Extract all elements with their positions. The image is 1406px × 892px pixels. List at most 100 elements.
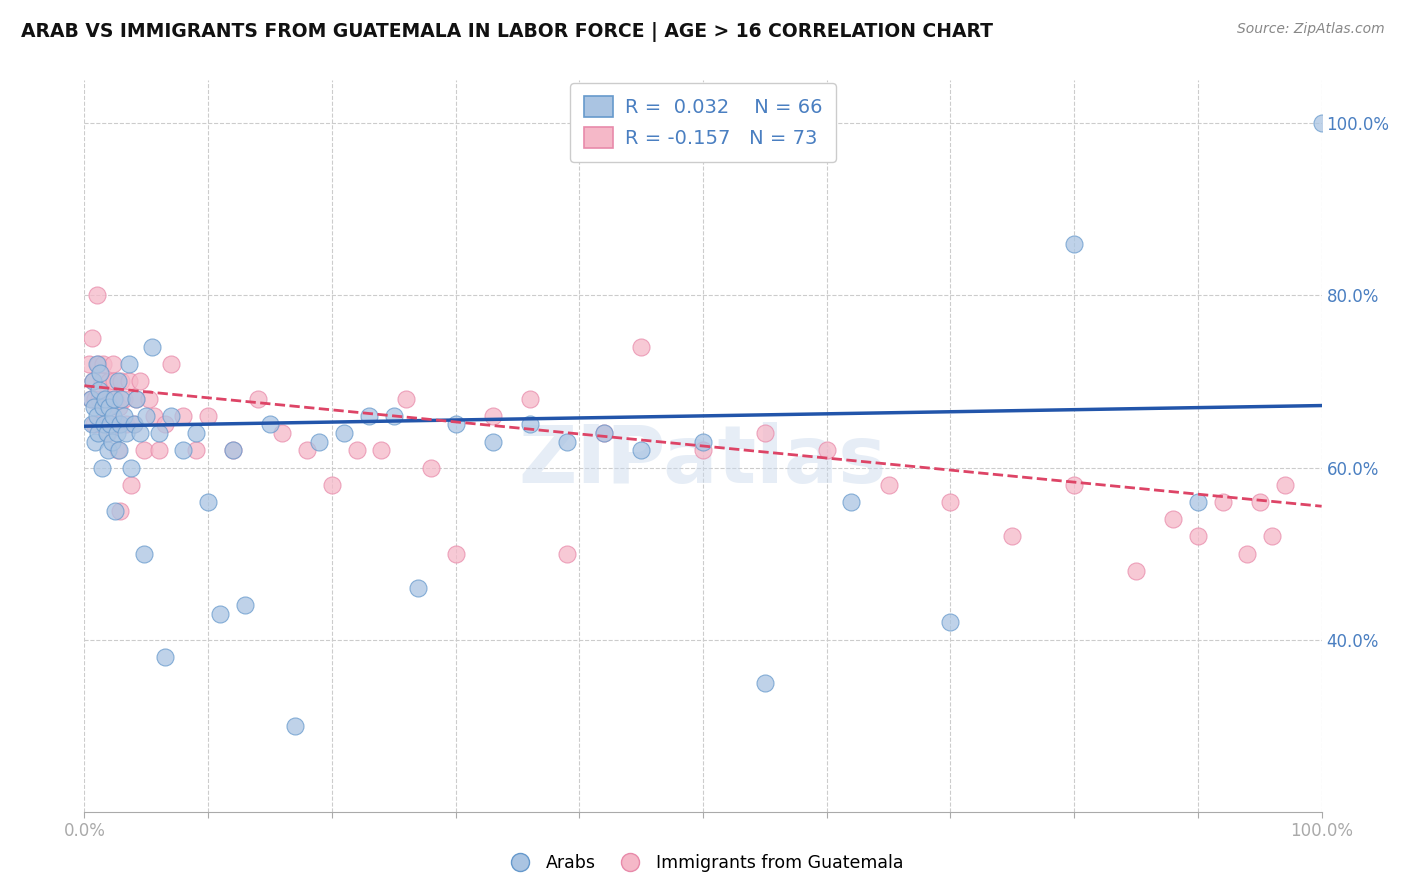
Point	[80, 417, 103, 432]
Point	[112, 409, 135, 423]
Point	[754, 675, 776, 690]
Point	[481, 409, 503, 423]
Point	[555, 434, 578, 449]
Point	[98, 401, 121, 415]
Point	[115, 417, 138, 432]
Point	[83, 401, 105, 415]
Point	[1161, 512, 1184, 526]
Point	[84, 434, 107, 449]
Point	[103, 392, 125, 406]
Point	[160, 409, 183, 423]
Point	[939, 495, 962, 509]
Point	[692, 434, 714, 449]
Point	[104, 503, 127, 517]
Point	[939, 615, 962, 630]
Point	[79, 357, 101, 371]
Point	[132, 547, 155, 561]
Point	[86, 409, 108, 423]
Point	[382, 409, 405, 423]
Point	[142, 409, 165, 423]
Point	[118, 357, 141, 371]
Point	[370, 443, 392, 458]
Point	[1001, 529, 1024, 543]
Point	[87, 357, 110, 371]
Point	[1249, 495, 1271, 509]
Point	[321, 477, 343, 491]
Point	[105, 417, 128, 432]
Point	[519, 417, 541, 432]
Point	[94, 417, 117, 432]
Point	[93, 392, 115, 406]
Point	[120, 477, 142, 491]
Point	[395, 392, 418, 406]
Point	[138, 392, 160, 406]
Point	[692, 443, 714, 458]
Point	[246, 392, 269, 406]
Point	[841, 495, 863, 509]
Point	[135, 409, 157, 423]
Point	[110, 417, 132, 432]
Point	[1310, 116, 1333, 130]
Point	[593, 426, 616, 441]
Text: Source: ZipAtlas.com: Source: ZipAtlas.com	[1237, 22, 1385, 37]
Point	[172, 409, 194, 423]
Point	[107, 443, 129, 458]
Point	[100, 434, 122, 449]
Point	[91, 357, 114, 371]
Point	[148, 426, 170, 441]
Point	[80, 331, 103, 345]
Point	[630, 340, 652, 354]
Legend: Arabs, Immigrants from Guatemala: Arabs, Immigrants from Guatemala	[495, 847, 911, 879]
Point	[96, 401, 118, 415]
Point	[91, 401, 114, 415]
Point	[877, 477, 900, 491]
Point	[815, 443, 838, 458]
Point	[184, 443, 207, 458]
Point	[120, 460, 142, 475]
Point	[419, 460, 441, 475]
Point	[222, 443, 245, 458]
Point	[160, 357, 183, 371]
Point	[333, 426, 356, 441]
Point	[97, 426, 120, 441]
Point	[284, 719, 307, 733]
Point	[89, 366, 111, 380]
Point	[98, 417, 121, 432]
Point	[96, 426, 118, 441]
Point	[259, 417, 281, 432]
Point	[89, 383, 111, 397]
Point	[125, 392, 148, 406]
Point	[101, 409, 124, 423]
Point	[87, 426, 110, 441]
Point	[94, 392, 117, 406]
Point	[129, 426, 152, 441]
Point	[153, 417, 176, 432]
Point	[408, 581, 430, 595]
Point	[197, 495, 219, 509]
Point	[148, 443, 170, 458]
Point	[555, 547, 578, 561]
Point	[115, 426, 138, 441]
Legend: R =  0.032    N = 66, R = -0.157   N = 73: R = 0.032 N = 66, R = -0.157 N = 73	[571, 83, 835, 162]
Point	[89, 392, 111, 406]
Point	[125, 392, 148, 406]
Point	[98, 375, 121, 389]
Point	[79, 392, 101, 406]
Point	[1187, 495, 1209, 509]
Point	[82, 375, 104, 389]
Point	[90, 460, 112, 475]
Point	[444, 547, 467, 561]
Point	[108, 401, 131, 415]
Point	[222, 443, 245, 458]
Point	[105, 426, 128, 441]
Point	[122, 417, 145, 432]
Point	[444, 417, 467, 432]
Text: ZIPatlas: ZIPatlas	[519, 422, 887, 500]
Point	[308, 434, 330, 449]
Point	[93, 417, 115, 432]
Point	[1125, 564, 1147, 578]
Point	[110, 375, 132, 389]
Point	[100, 417, 122, 432]
Point	[1063, 477, 1085, 491]
Point	[1261, 529, 1284, 543]
